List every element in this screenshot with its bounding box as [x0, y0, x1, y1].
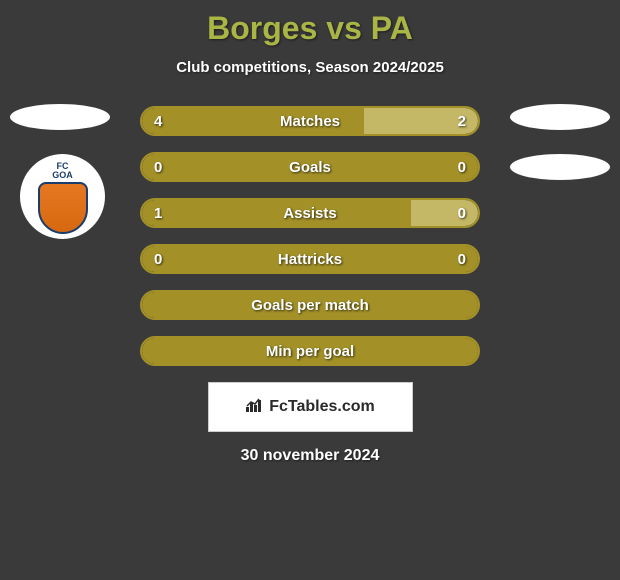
stat-value-right: 2 — [458, 113, 466, 130]
player-ellipse-right-1 — [510, 104, 610, 130]
bars-container: 4 Matches 2 0 Goals 0 1 Assists 0 — [140, 106, 480, 366]
stat-row-min-per-goal: Min per goal — [140, 336, 480, 366]
footer-brand-text: FcTables.com — [269, 398, 375, 416]
footer-brand: FcTables.com — [245, 397, 375, 418]
stats-section: FC GOA 4 Matches 2 0 — [0, 106, 620, 366]
stat-label: Assists — [283, 205, 336, 222]
stat-label: Hattricks — [278, 251, 342, 268]
stat-value-left: 1 — [154, 205, 162, 222]
team-logo-left: FC GOA — [20, 154, 105, 239]
stat-label: Goals per match — [251, 297, 369, 314]
stat-value-right: 0 — [458, 159, 466, 176]
left-team-icons: FC GOA — [10, 104, 110, 239]
stat-row-matches: 4 Matches 2 — [140, 106, 480, 136]
fc-goa-logo: FC GOA — [33, 162, 93, 232]
stat-row-goals-per-match: Goals per match — [140, 290, 480, 320]
player-ellipse-right-2 — [510, 154, 610, 180]
page-title: Borges vs PA — [0, 10, 620, 47]
stat-label: Goals — [289, 159, 331, 176]
stat-row-hattricks: 0 Hattricks 0 — [140, 244, 480, 274]
stat-row-goals: 0 Goals 0 — [140, 152, 480, 182]
footer-badge[interactable]: FcTables.com — [208, 382, 413, 432]
main-container: Borges vs PA Club competitions, Season 2… — [0, 0, 620, 475]
bar-right — [411, 200, 478, 226]
stat-value-right: 0 — [458, 251, 466, 268]
subtitle: Club competitions, Season 2024/2025 — [0, 59, 620, 76]
stat-label: Min per goal — [266, 343, 354, 360]
right-team-icons — [510, 104, 610, 204]
stat-value-left: 0 — [154, 251, 162, 268]
chart-icon — [245, 397, 265, 418]
stat-value-right: 0 — [458, 205, 466, 222]
bar-left — [142, 200, 411, 226]
logo-text-goa: GOA — [33, 171, 93, 180]
player-ellipse-left — [10, 104, 110, 130]
date-text: 30 november 2024 — [0, 447, 620, 465]
stat-value-left: 4 — [154, 113, 162, 130]
stat-label: Matches — [280, 113, 340, 130]
stat-row-assists: 1 Assists 0 — [140, 198, 480, 228]
logo-shield-icon — [38, 182, 88, 234]
stat-value-left: 0 — [154, 159, 162, 176]
